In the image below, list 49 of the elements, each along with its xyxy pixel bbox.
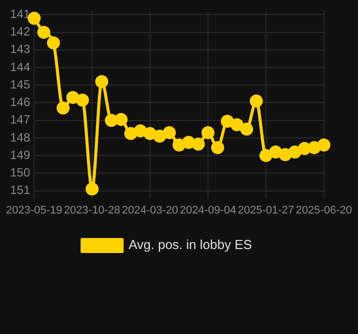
y-tick-label: 142 bbox=[10, 24, 30, 39]
point bbox=[211, 141, 224, 154]
point bbox=[269, 146, 282, 159]
point bbox=[240, 122, 254, 136]
point bbox=[308, 141, 321, 154]
point bbox=[278, 148, 292, 162]
point bbox=[95, 75, 108, 88]
y-tick-label: 146 bbox=[10, 95, 30, 110]
x-tick-label: 2024-03-20 bbox=[122, 204, 178, 216]
y-tick-label: 149 bbox=[10, 148, 30, 162]
point bbox=[66, 90, 80, 104]
x-tick-label: 2025-06-20 bbox=[296, 204, 352, 216]
y-tick-label: 150 bbox=[10, 165, 30, 180]
point bbox=[134, 124, 147, 138]
point bbox=[86, 182, 99, 196]
point bbox=[162, 126, 176, 140]
point bbox=[182, 136, 196, 149]
x-tick-label: 2023-10-28 bbox=[64, 204, 120, 216]
point bbox=[192, 138, 205, 151]
y-tick-label: 145 bbox=[10, 77, 30, 92]
x-tick-label: 2024-09-04 bbox=[180, 204, 236, 216]
point bbox=[259, 149, 272, 162]
y-tick-label: 144 bbox=[10, 60, 30, 74]
y-tick-label: 143 bbox=[10, 42, 30, 56]
point bbox=[37, 26, 50, 39]
point bbox=[114, 112, 128, 126]
point bbox=[201, 126, 214, 140]
point bbox=[230, 118, 244, 132]
point bbox=[28, 12, 41, 25]
y-tick-label: 141 bbox=[10, 7, 30, 22]
y-tick-label: 151 bbox=[10, 183, 30, 198]
point bbox=[172, 138, 186, 152]
point bbox=[288, 146, 302, 159]
point bbox=[317, 138, 330, 152]
point bbox=[124, 127, 138, 140]
point bbox=[153, 130, 166, 143]
x-tick-label: 2025-01-27 bbox=[238, 204, 294, 216]
point bbox=[56, 102, 70, 115]
legend-label: Avg. pos. in lobby ES bbox=[128, 237, 252, 252]
point bbox=[104, 114, 118, 127]
point bbox=[250, 94, 263, 108]
point bbox=[220, 114, 234, 128]
y-tick-label: 148 bbox=[10, 130, 30, 144]
x-tick-label: 2023-05-19 bbox=[6, 204, 62, 216]
point bbox=[298, 142, 312, 156]
point bbox=[46, 36, 60, 50]
point bbox=[144, 127, 157, 140]
y-tick-label: 147 bbox=[10, 112, 30, 127]
point bbox=[76, 94, 89, 107]
